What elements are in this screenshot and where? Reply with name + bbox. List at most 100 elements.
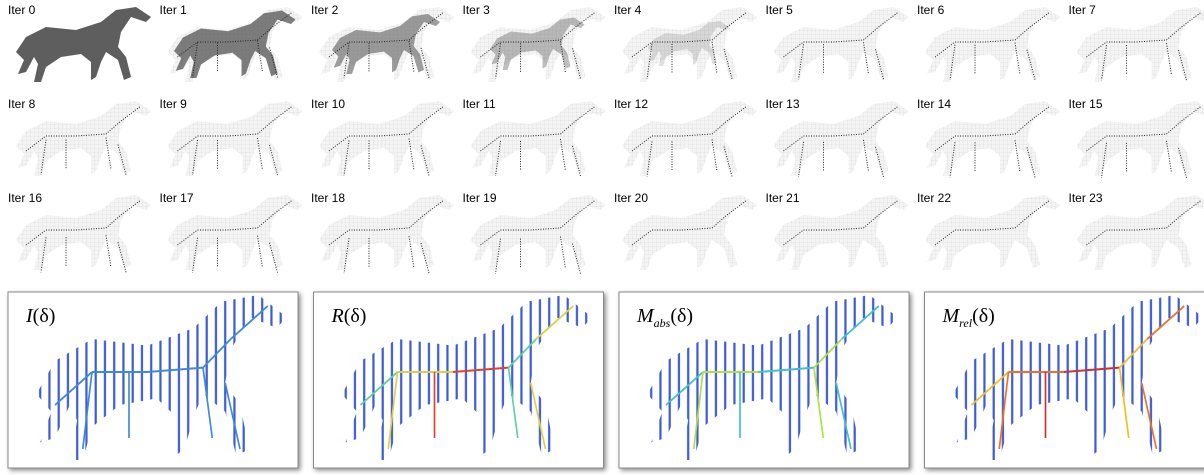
panel-label: Iter 3 [463,3,491,17]
panel-label: Iter 22 [917,191,951,205]
horse-grid [471,101,606,176]
panel-label: Iter 18 [311,191,345,205]
iteration-panel: Iter 3 [463,3,606,82]
iteration-panel: Iter 19 [463,191,606,274]
panel-label: Iter 6 [917,3,945,17]
iteration-panel: Iter 4 [614,3,757,82]
map-label-sub: rel [959,316,973,330]
map-label-arg: (δ) [344,305,367,327]
iteration-panel: Iter 18 [311,191,454,273]
measure-map: R(δ) [314,284,604,475]
measure-map: I(δ) [8,284,298,475]
iteration-panel: Iter 20 [614,191,757,270]
horse [319,7,454,82]
horse-grid [319,195,454,270]
horse-grid [925,195,1060,270]
panel-label: Iter 17 [160,191,194,205]
horse [774,195,909,270]
iteration-panel: Iter 16 [8,191,151,272]
map-label-main: M [942,305,961,327]
iteration-panel: Iter 15 [1069,97,1204,178]
horse [622,195,757,270]
measure-map: Mrel(δ) [925,284,1204,475]
horse [16,7,151,82]
iteration-panel: Iter 12 [614,97,757,176]
horse [1077,195,1204,270]
measure-maps: I(δ)R(δ)Mabs(δ)Mrel(δ) [8,284,1204,475]
panel-label: Iter 13 [766,97,800,111]
horse [168,195,303,273]
horse [774,101,909,177]
iteration-panel: Iter 5 [766,3,909,82]
figure: Iter 0 Iter 1 Iter 2 Iter 3 Iter 4 Iter 5 Iter… [0,0,1204,475]
map-label-arg: (δ) [33,305,56,327]
panel-label: Iter 5 [766,3,794,17]
panel-label: Iter 12 [614,97,648,111]
map-label-main: M [636,305,655,327]
iteration-panel: Iter 7 [1069,3,1204,82]
iteration-panel: Iter 0 [8,3,151,82]
map-label: R(δ) [331,305,367,327]
horse-grid [1077,195,1204,270]
panel-label: Iter 10 [311,97,345,111]
horse [925,195,1060,270]
horse-grid [925,101,1060,176]
horse-grid [1077,101,1204,176]
horse [1077,101,1204,178]
panel-label: Iter 4 [614,3,642,17]
iteration-panel: Iter 23 [1069,191,1204,270]
horse-grid [16,195,151,270]
map-label-arg: (δ) [972,305,995,327]
horse-grid [925,7,1060,82]
iteration-panel: Iter 21 [766,191,909,270]
panel-label: Iter 21 [766,191,800,205]
iteration-panel: Iter 13 [766,97,909,177]
horse [622,101,757,176]
iteration-panel: Iter 2 [311,3,454,82]
horse [168,101,303,176]
iteration-panel: Iter 14 [917,97,1060,177]
iteration-panel: Iter 10 [311,97,454,176]
panel-label: Iter 1 [160,3,188,17]
measure-map: Mabs(δ) [619,284,909,475]
map-label: I(δ) [25,305,55,327]
horse-grid [774,195,909,270]
horse-grid [471,195,606,270]
horse-grid [16,101,151,176]
horse [925,7,1060,82]
horse [622,7,757,82]
horse [925,101,1060,177]
horse-grid [774,7,909,82]
map-label-sub: abs [654,316,671,330]
horse [471,7,606,82]
horse [319,195,454,273]
horse [471,195,606,274]
iteration-panel: Iter 6 [917,3,1060,82]
iteration-panel: Iter 17 [160,191,303,273]
panel-label: Iter 8 [8,97,36,111]
panel-label: Iter 2 [311,3,339,17]
panel-label: Iter 0 [8,3,36,17]
map-label-arg: (δ) [670,305,693,327]
panel-label: Iter 15 [1069,97,1103,111]
panel-label: Iter 9 [160,97,188,111]
horse-grid [168,101,303,176]
iteration-panels: Iter 0 Iter 1 Iter 2 Iter 3 Iter 4 Iter 5 Iter… [8,3,1204,274]
horse-grid [774,101,909,176]
map-label-main: R [331,305,344,327]
horse-grid [622,101,757,176]
panel-label: Iter 23 [1069,191,1103,205]
iteration-panel: Iter 1 [160,3,303,82]
horse [1077,7,1204,82]
iteration-panel: Iter 9 [160,97,303,176]
panel-label: Iter 7 [1069,3,1097,17]
iteration-panel: Iter 22 [917,191,1060,270]
panel-label: Iter 11 [463,97,496,111]
panel-label: Iter 16 [8,191,42,205]
horse [16,195,151,272]
panel-label: Iter 14 [917,97,951,111]
horse-grid [168,195,303,270]
horse-grid [319,101,454,176]
iteration-panel: Iter 11 [463,97,606,176]
panel-label: Iter 20 [614,191,648,205]
